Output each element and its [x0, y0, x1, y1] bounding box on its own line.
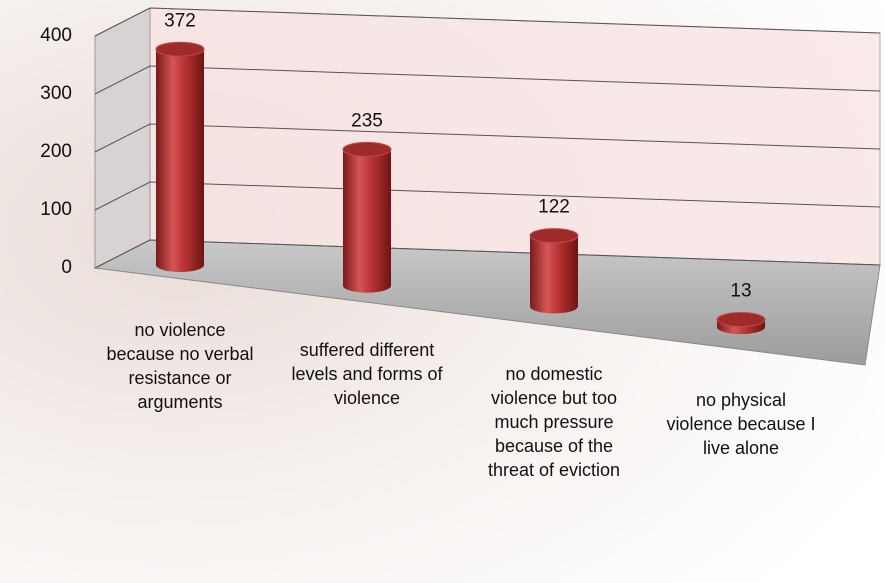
y-tick-label: 300: [40, 83, 72, 104]
y-tick-label: 200: [40, 141, 72, 162]
bar-top: [156, 42, 204, 56]
chart: 0 100 200 300 400 372 no violence because no v…: [0, 0, 885, 583]
y-tick-label: 400: [40, 25, 72, 46]
value-label: 13: [730, 281, 751, 302]
bar: [343, 149, 391, 292]
bar: [156, 49, 204, 272]
value-label: 122: [538, 197, 570, 218]
x-tick-label: no violence because no verbal resistance…: [100, 318, 260, 414]
bar: [530, 236, 578, 314]
bar-top: [717, 313, 765, 327]
value-label: 372: [164, 10, 196, 31]
value-label: 235: [351, 110, 383, 131]
x-tick-label-box: no violence because no verbal resistance…: [100, 318, 260, 518]
x-tick-label-box: no physical violence because I live alon…: [661, 388, 821, 583]
x-tick-label-box: suffered different levels and forms of v…: [287, 338, 447, 538]
x-tick-label: no physical violence because I live alon…: [661, 388, 821, 460]
y-tick-label: 100: [40, 199, 72, 220]
bar-top: [530, 229, 578, 243]
y-tick-label: 0: [61, 257, 72, 278]
x-tick-label-box: no domestic violence but too much pressu…: [474, 362, 634, 562]
bar-top: [343, 142, 391, 156]
x-tick-label: suffered different levels and forms of v…: [287, 338, 447, 410]
page: 0 100 200 300 400 372 no violence because no v…: [0, 0, 885, 583]
x-tick-label: no domestic violence but too much pressu…: [474, 362, 634, 482]
